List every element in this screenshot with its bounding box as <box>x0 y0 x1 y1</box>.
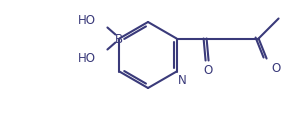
Text: HO: HO <box>78 52 96 64</box>
Text: HO: HO <box>78 14 96 27</box>
Text: O: O <box>272 61 281 74</box>
Text: O: O <box>203 64 212 77</box>
Text: B: B <box>115 33 124 46</box>
Text: N: N <box>178 73 186 86</box>
